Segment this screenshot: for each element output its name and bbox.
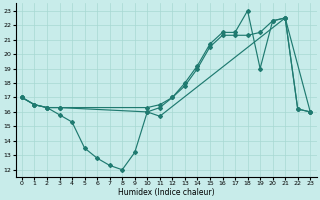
X-axis label: Humidex (Indice chaleur): Humidex (Indice chaleur) — [118, 188, 214, 197]
